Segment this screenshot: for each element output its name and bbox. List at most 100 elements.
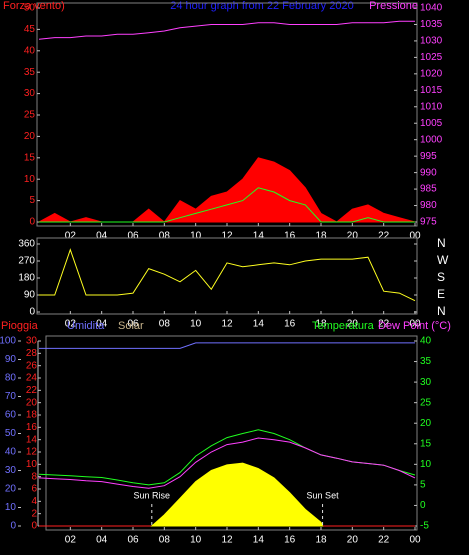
y-tick-label: 10: [420, 459, 432, 470]
y-tick-label: 270: [18, 256, 35, 267]
y-tick-label: 25: [420, 397, 432, 408]
x-tick-label: 06: [127, 231, 139, 242]
y-tick-label: 0: [29, 307, 35, 318]
y-tick-label: 995: [420, 151, 437, 162]
y-tick-label: 10: [24, 174, 36, 185]
x-tick-label: 08: [159, 319, 171, 330]
y-tick-label: 90: [24, 290, 36, 301]
y-tick-label: 980: [420, 200, 437, 211]
x-tick-label: 12: [221, 231, 233, 242]
x-tick-label: 02: [65, 231, 77, 242]
y-tick-label: 50: [24, 3, 36, 14]
x-tick-label: 14: [253, 231, 265, 242]
x-tick-label: 18: [315, 535, 327, 546]
y-tick-label: E: [437, 287, 445, 301]
y-tick-label: 15: [24, 152, 36, 163]
y-tick-label: 80: [5, 373, 17, 384]
y-tick-label: 28: [26, 348, 38, 359]
y-tick-label: 4: [31, 496, 37, 507]
chart-title: 24 hour graph from 22 February 2020: [170, 0, 353, 12]
y-tick-label: 1000: [420, 134, 443, 145]
x-tick-label: 12: [221, 319, 233, 330]
y-tick-label: 0: [420, 500, 426, 511]
x-tick-label: 00: [409, 535, 421, 546]
y-tick-label: W: [437, 253, 449, 267]
line: [39, 342, 415, 349]
x-tick-label: 14: [253, 535, 265, 546]
y-tick-label: 8: [31, 471, 37, 482]
y-tick-label: 5: [420, 480, 426, 491]
y-tick-label: 30: [26, 336, 38, 347]
x-tick-label: 02: [65, 535, 77, 546]
y-tick-label: 15: [420, 438, 432, 449]
y-tick-label: 20: [24, 131, 36, 142]
y-tick-label: 1010: [420, 101, 443, 112]
y-tick-label: 10: [26, 459, 38, 470]
y-tick-label: 1020: [420, 68, 443, 79]
y-tick-label: 975: [420, 217, 437, 228]
y-tick-label: 18: [26, 410, 38, 421]
area: [150, 462, 324, 527]
y-tick-label: S: [437, 270, 445, 284]
line: [38, 437, 416, 489]
area: [38, 157, 416, 223]
x-tick-label: 14: [253, 319, 265, 330]
x-tick-label: 22: [378, 535, 390, 546]
y-tick-label: 1035: [420, 19, 443, 30]
y-tick-label: 30: [420, 377, 432, 388]
x-tick-label: 18: [315, 231, 327, 242]
x-tick-label: 16: [284, 535, 296, 546]
y-tick-label: 20: [5, 484, 17, 495]
y-tick-label: 50: [5, 428, 17, 439]
x-tick-label: 08: [159, 535, 171, 546]
y-tick-label: 360: [18, 239, 35, 250]
x-tick-label: 20: [347, 535, 359, 546]
x-tick-label: 20: [347, 231, 359, 242]
y-tick-label: 25: [24, 110, 36, 121]
line: [38, 20, 415, 40]
y-tick-label: 35: [420, 356, 432, 367]
legend-label: Dew Point (°C): [378, 320, 451, 332]
x-tick-label: 10: [190, 319, 202, 330]
y-tick-label: 14: [26, 434, 38, 445]
y-tick-label: 26: [26, 360, 38, 371]
y-tick-label: 1025: [420, 52, 443, 63]
y-tick-label: 20: [420, 418, 432, 429]
x-tick-label: 00: [409, 231, 421, 242]
y-tick-label: 985: [420, 184, 437, 195]
legend-label: Solar: [118, 320, 144, 332]
y-tick-label: 990: [420, 167, 437, 178]
x-tick-label: 04: [96, 231, 108, 242]
y-tick-label: N: [437, 236, 446, 250]
y-tick-label: 1040: [420, 3, 443, 14]
y-tick-label: 1015: [420, 85, 443, 96]
y-tick-label: 5: [29, 195, 35, 206]
y-tick-label: 70: [5, 391, 17, 402]
y-tick-label: 90: [5, 354, 17, 365]
y-tick-label: 10: [5, 502, 17, 513]
y-tick-label: 40: [24, 45, 36, 56]
y-tick-label: 0: [31, 521, 37, 532]
y-tick-label: 22: [26, 385, 38, 396]
y-tick-label: 40: [5, 447, 17, 458]
y-tick-label: 12: [26, 447, 38, 458]
legend-label: Umidita: [67, 320, 105, 332]
y-tick-label: 40: [420, 336, 432, 347]
y-tick-label: 0: [10, 521, 16, 532]
y-tick-label: 30: [24, 88, 36, 99]
y-tick-label: 35: [24, 67, 36, 78]
legend-label: Forza vento): [3, 0, 65, 12]
plot-frame: [45, 335, 418, 531]
y-tick-label: N: [437, 304, 446, 318]
y-tick-label: 6: [31, 484, 37, 495]
legend-label: Pressione: [369, 0, 418, 12]
x-tick-label: 02: [65, 319, 77, 330]
x-tick-label: 10: [190, 535, 202, 546]
line: [39, 187, 415, 223]
y-tick-label: 180: [18, 273, 35, 284]
x-tick-label: 06: [127, 319, 139, 330]
y-tick-label: 24: [26, 373, 38, 384]
x-tick-label: 22: [378, 319, 390, 330]
